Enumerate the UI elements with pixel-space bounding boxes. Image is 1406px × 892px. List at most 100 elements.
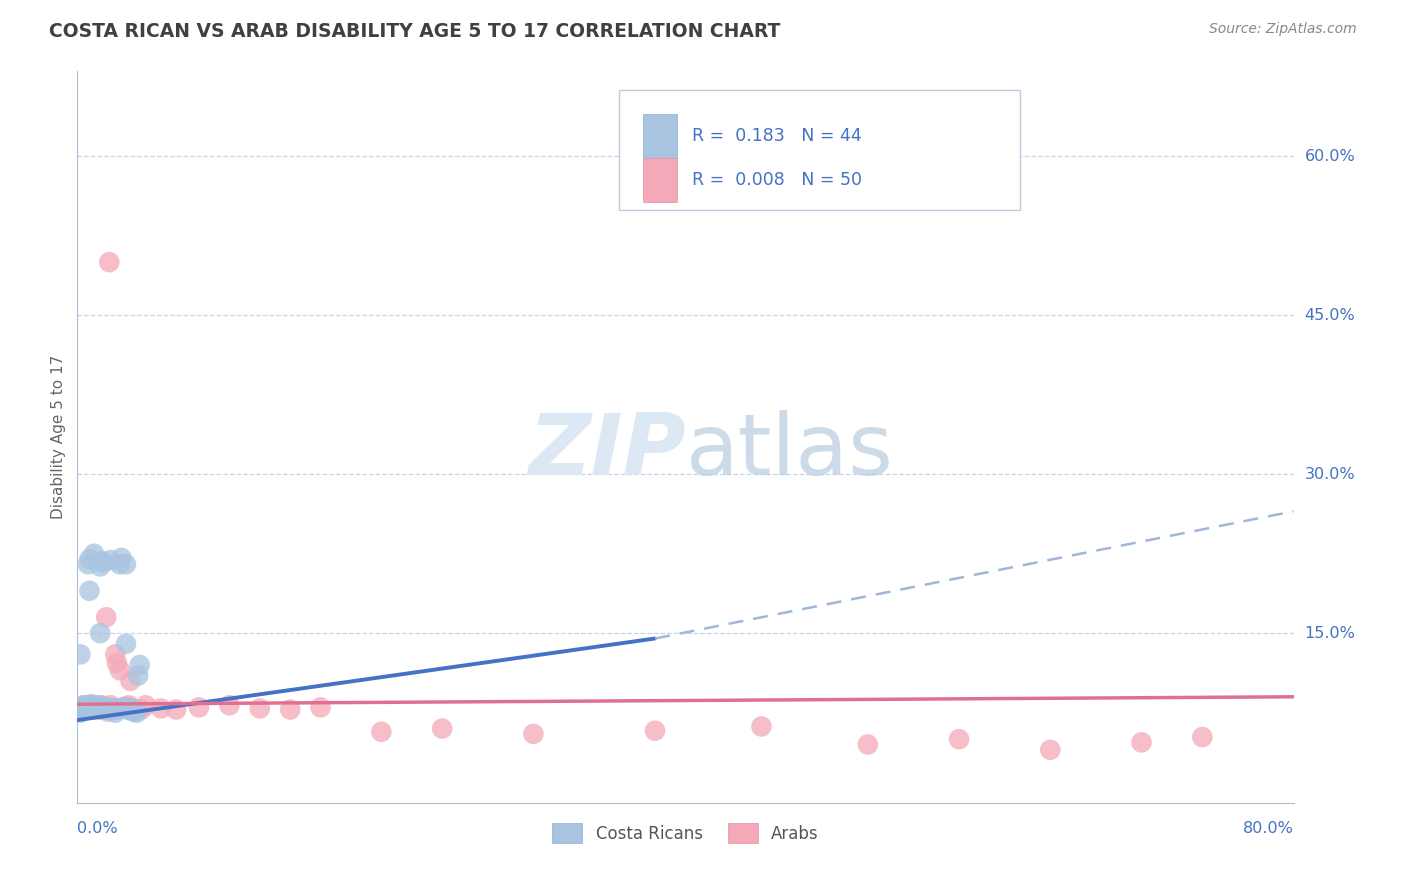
Text: 60.0%: 60.0% [1305,149,1355,163]
Point [100,553,122,567]
Point [124,702,146,716]
Point [125,706,148,720]
Point [122,705,145,719]
Point [86,701,108,715]
Point [80,701,103,715]
Point [79,552,101,566]
Point [86,700,108,714]
Point [84,698,107,713]
Point [77,558,100,572]
Text: COSTA RICAN VS ARAB DISABILITY AGE 5 TO 17 CORRELATION CHART: COSTA RICAN VS ARAB DISABILITY AGE 5 TO … [49,22,780,41]
Bar [643,158,676,202]
FancyBboxPatch shape [619,90,1019,211]
Text: 80.0%: 80.0% [1243,822,1294,837]
Point [89,702,111,716]
Point [87,700,110,714]
Point [84,699,107,714]
Point [91,555,114,569]
Legend: Costa Ricans, Arabs: Costa Ricans, Arabs [546,817,825,849]
Point [89,559,111,574]
Point [135,698,157,713]
Point [165,702,187,716]
Point [218,698,240,713]
Text: 15.0%: 15.0% [1305,625,1355,640]
Point [309,700,332,714]
Point [82,701,104,715]
Point [104,706,127,720]
Point [115,558,138,572]
Point [856,738,879,752]
Point [73,701,96,715]
Point [188,700,211,714]
Point [107,701,129,715]
Text: ZIP: ZIP [527,410,686,493]
Point [129,702,152,716]
Text: R =  0.008   N = 50: R = 0.008 N = 50 [692,170,862,188]
Point [97,705,120,719]
Text: 30.0%: 30.0% [1305,467,1355,482]
Point [93,702,115,716]
Point [118,701,141,715]
Text: 45.0%: 45.0% [1305,308,1355,323]
Point [1039,743,1062,757]
Text: 0.0%: 0.0% [77,822,118,837]
Point [120,704,142,718]
Point [72,702,94,716]
Point [75,701,97,715]
Text: Source: ZipAtlas.com: Source: ZipAtlas.com [1209,22,1357,37]
Point [83,702,105,716]
Point [98,701,121,715]
Point [69,648,91,662]
Point [115,637,138,651]
Point [89,626,111,640]
Point [127,668,149,682]
Point [278,702,301,716]
Point [90,554,112,568]
Point [751,719,773,733]
Point [82,699,104,714]
Point [948,732,970,747]
Point [69,702,91,716]
Point [522,727,544,741]
Point [90,698,112,713]
Point [117,702,139,716]
Bar [643,114,676,158]
Point [87,698,110,713]
Point [97,702,120,716]
Point [128,658,150,673]
Point [430,722,453,736]
Point [96,610,118,624]
Point [121,701,143,715]
Point [105,702,128,716]
Point [1191,730,1213,744]
Point [149,701,172,715]
Point [111,700,134,714]
Point [101,702,124,716]
Point [72,698,94,713]
Point [105,656,128,670]
Point [114,701,136,715]
Point [115,699,138,714]
Point [104,648,127,662]
Point [110,550,132,565]
Point [75,699,97,714]
Point [249,701,271,715]
Point [108,663,131,677]
Point [118,698,141,713]
Y-axis label: Disability Age 5 to 17: Disability Age 5 to 17 [51,355,66,519]
Point [73,698,96,713]
Point [103,701,125,715]
Point [91,701,114,715]
Point [1130,735,1153,749]
Point [111,700,134,714]
Point [77,702,100,716]
Point [70,700,93,714]
Point [100,698,122,713]
Point [103,701,125,715]
Point [80,697,103,711]
Point [124,704,146,718]
Point [370,724,392,739]
Point [93,699,115,714]
Point [108,558,131,572]
Point [89,702,111,716]
